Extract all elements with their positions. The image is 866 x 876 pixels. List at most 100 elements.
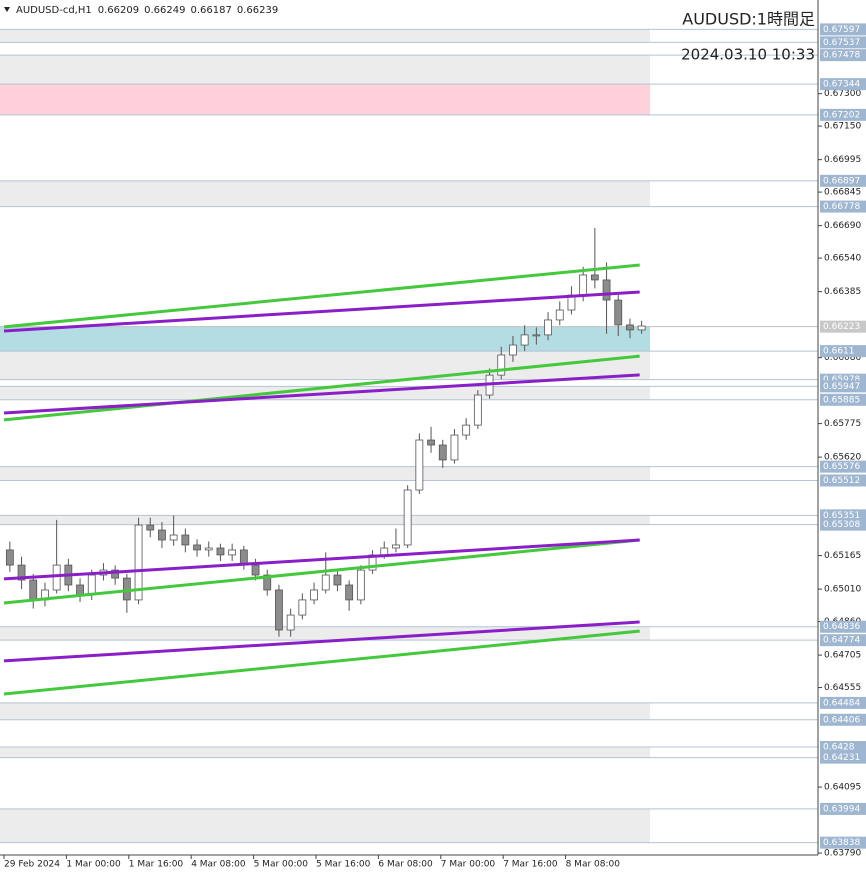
level-label: 0.6611 [823,347,855,357]
level-label-bg [820,380,866,393]
trend-line [3,538,640,581]
chart-subtitle: 2024.03.10 10:33 [681,46,815,64]
candle-body [626,324,634,331]
x-tick-label: 7 Mar 00:00 [441,860,496,870]
level-label: 0.66778 [823,202,860,212]
zone [0,466,650,481]
x-tick-label: 1 Mar 16:00 [129,860,184,870]
trend-line [3,538,640,605]
candle-body [204,547,213,551]
zone [0,326,650,352]
candle-body [310,589,318,601]
candle-body [462,424,471,436]
candle-body [520,334,529,346]
candle-body [52,564,61,591]
candle-body [555,309,564,321]
x-tick-label: 6 Mar 08:00 [378,860,433,870]
x-tick-label: 1 Mar 00:00 [66,860,121,870]
level-label-bg [820,460,866,473]
x-tick-label: 5 Mar 16:00 [316,860,371,870]
candle-body [146,524,155,531]
level-label: 0.6428 [823,743,855,753]
candle-body [450,434,459,461]
menu-arrow[interactable] [4,7,10,12]
candle-body [275,589,283,631]
y-tick-label: 0.64705 [824,651,861,661]
y-tick-label: 0.65165 [824,551,861,561]
y-tick-label: 0.64555 [824,683,861,693]
level-label: 0.65947 [823,382,860,392]
level-label-bg [820,474,866,487]
candle-body [497,354,506,376]
level-label-bg [820,836,866,849]
level-label: 0.63994 [823,804,860,814]
zone [0,515,650,525]
trend-line [3,290,640,333]
y-tick-label: 0.67150 [824,122,861,132]
candle-body [345,584,354,601]
y-tick-label: 0.67300 [824,89,861,99]
level-label: 0.64231 [823,753,860,763]
candle-body [356,569,365,601]
candle-body [544,319,552,336]
level-label-bg [820,518,866,531]
candle-body [509,344,517,356]
y-tick-label: 0.64095 [824,783,861,793]
symbol-header: AUDUSD-cd,H1 [16,5,92,16]
level-label: 0.64484 [823,698,860,708]
x-tick-label: 4 Mar 08:00 [191,860,246,870]
level-label-bg [820,393,866,406]
level-label-bg [820,741,866,754]
candle-body [181,534,190,546]
candle-body [286,614,295,631]
candle-body [438,444,447,461]
level-label: 0.65308 [823,520,860,530]
level-label-bg [820,200,866,213]
candle-body [380,547,389,556]
level-label-bg [820,174,866,187]
candle-body [392,544,400,549]
candle-body [321,574,330,591]
candle-body [579,274,588,296]
candle-body [602,279,611,301]
level-label: 0.64774 [823,636,860,646]
y-tick-label: 0.66080 [824,353,861,363]
y-tick-label: 0.65775 [824,419,861,429]
header-value: 0.66209 [98,5,139,16]
level-label-bg [820,320,866,333]
candle-body [193,544,201,551]
trend-line [3,620,640,663]
x-tick-label: 29 Feb 2024 [4,860,60,870]
candle-body [614,299,623,326]
candle-body [473,394,482,426]
level-label: 0.65512 [823,476,860,486]
y-tick-label: 0.66845 [824,188,861,198]
trend-line [3,263,640,329]
zone [0,702,650,720]
candle-body [17,564,26,581]
level-label: 0.67202 [823,110,860,120]
y-tick-label: 0.65010 [824,585,861,595]
x-tick-label: 5 Mar 00:00 [254,860,309,870]
trend-line [3,629,640,696]
level-label: 0.67344 [823,80,860,90]
header-value: 0.66187 [190,5,231,16]
zone [0,808,650,843]
level-label-bg [820,23,866,36]
x-tick-label: 8 Mar 08:00 [566,860,621,870]
candle-body [532,334,541,337]
candle-body [263,574,272,591]
level-label-bg [820,78,866,91]
candle-body [427,439,435,446]
zone [0,55,650,85]
level-label: 0.67537 [823,38,860,48]
y-tick-label: 0.66385 [824,287,861,297]
candle-body [29,579,38,601]
level-label-bg [820,802,866,815]
candle-body [251,564,260,576]
y-tick-label: 0.66995 [824,155,861,165]
candle-body [111,569,120,579]
y-tick-label: 0.65620 [824,453,861,463]
y-tick-label: 0.66690 [824,221,861,231]
